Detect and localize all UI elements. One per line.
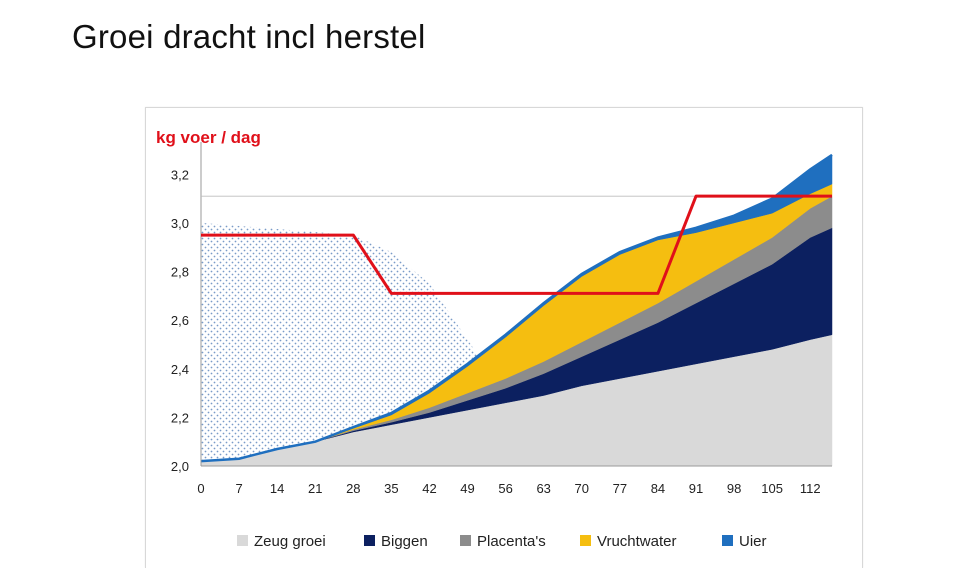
area-top-outline [200,153,833,463]
legend-swatch [237,535,248,546]
x-tick-label: 98 [727,481,741,496]
legend-swatch [460,535,471,546]
x-tick-label: 77 [613,481,627,496]
y-axis-title: kg voer / dag [156,128,261,147]
x-tick-label: 14 [270,481,284,496]
legend-swatch [364,535,375,546]
y-tick-label: 3,0 [171,216,189,231]
legend-label: Uier [739,533,767,550]
y-tick-label: 2,0 [171,459,189,474]
y-tick-label: 3,2 [171,167,189,182]
legend-label: Biggen [381,533,428,550]
x-tick-label: 112 [800,481,821,496]
x-tick-label: 0 [197,481,204,496]
x-tick-label: 91 [689,481,703,496]
x-tick-label: 70 [575,481,589,496]
feed-line [201,194,832,295]
legend-swatch [580,535,591,546]
y-tick-label: 2,6 [171,313,189,328]
x-tick-label: 105 [761,481,783,496]
x-tick-label: 49 [460,481,474,496]
x-tick-label: 7 [235,481,242,496]
x-tick-label: 42 [422,481,436,496]
legend-label: Vruchtwater [597,533,676,550]
chart: 2,0 2,2 2,4 2,6 2,8 3,0 3,2 0 7 14 21 28 35 42 49 56 63 7… [156,128,833,550]
page-title: Groei dracht incl herstel [72,18,426,55]
y-tick-label: 2,8 [171,265,189,280]
legend-swatch [722,535,733,546]
x-tick-label: 21 [308,481,322,496]
legend-label: Placenta's [477,533,546,550]
x-tick-label: 63 [536,481,550,496]
x-tick-label: 56 [498,481,512,496]
x-tick-label: 35 [384,481,398,496]
legend-label: Zeug groei [254,533,326,550]
y-tick-label: 2,4 [171,362,189,377]
x-tick-label: 84 [651,481,665,496]
y-tick-label: 2,2 [171,410,189,425]
x-tick-label: 28 [346,481,360,496]
